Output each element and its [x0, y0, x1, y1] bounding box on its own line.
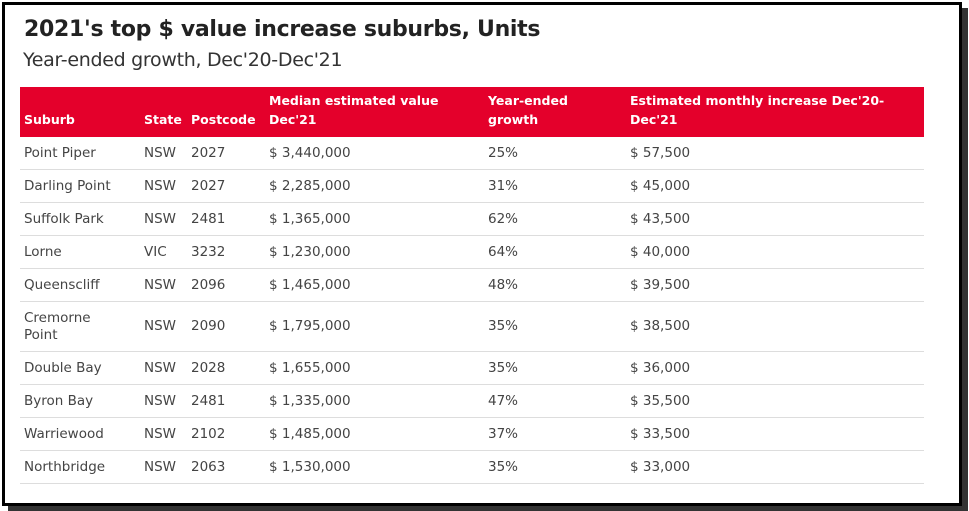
cell-state: NSW: [140, 202, 187, 236]
suburb-name: Darling Point: [24, 177, 111, 194]
cell-median-value: $ 1,465,000: [265, 268, 484, 302]
cell-growth: 31%: [484, 169, 626, 203]
suburb-name: Northbridge: [24, 458, 106, 475]
cell-state: NSW: [140, 351, 187, 385]
cell-growth: 25%: [484, 137, 626, 170]
table-header-row: Suburb State Postcode Median estimated valu…: [20, 87, 924, 137]
cell-monthly-increase: $ 45,000: [626, 169, 924, 203]
cell-monthly-increase: $ 39,500: [626, 268, 924, 302]
cell-postcode: 2027: [187, 169, 265, 203]
cell-suburb: Cremorne Point: [20, 301, 140, 352]
table-row: Warriewood NSW 2102 $ 1,485,000 37% $ 33,500: [20, 417, 924, 451]
cell-median-value: $ 2,285,000: [265, 169, 484, 203]
column-header-monthly-increase: Estimated monthly increase Dec'20-Dec'21: [626, 87, 924, 137]
table-row: Suffolk Park NSW 2481 $ 1,365,000 62% $ 43,50…: [20, 202, 924, 236]
cell-monthly-increase: $ 35,500: [626, 384, 924, 418]
cell-monthly-increase: $ 36,000: [626, 351, 924, 385]
column-header-median-value: Median estimated value Dec'21: [265, 87, 484, 137]
suburb-name: Point Piper: [24, 144, 96, 161]
cell-growth: 37%: [484, 417, 626, 451]
cell-growth: 48%: [484, 268, 626, 302]
suburb-name: Warriewood: [24, 425, 104, 442]
cell-postcode: 2481: [187, 384, 265, 418]
cell-median-value: $ 1,365,000: [265, 202, 484, 236]
cell-suburb: Suffolk Park: [20, 202, 140, 236]
page-subtitle: Year-ended growth, Dec'20-Dec'21: [23, 49, 343, 71]
cell-growth: 47%: [484, 384, 626, 418]
cell-state: NSW: [140, 417, 187, 451]
table-row: Lorne VIC 3232 $ 1,230,000 64% $ 40,000: [20, 235, 924, 269]
table-row: Point Piper NSW 2027 $ 3,440,000 25% $ 57,500: [20, 137, 924, 170]
cell-postcode: 2481: [187, 202, 265, 236]
table-row: Queenscliff NSW 2096 $ 1,465,000 48% $ 39,500: [20, 268, 924, 302]
suburb-name: Cremorne Point: [24, 309, 91, 343]
cell-suburb: Lorne: [20, 235, 140, 269]
cell-postcode: 2063: [187, 450, 265, 484]
cell-suburb: Warriewood: [20, 417, 140, 451]
page-title: 2021's top $ value increase suburbs, Uni…: [24, 17, 541, 42]
cell-state: NSW: [140, 384, 187, 418]
cell-median-value: $ 3,440,000: [265, 137, 484, 170]
cell-state: NSW: [140, 450, 187, 484]
suburb-name: Lorne: [24, 243, 62, 260]
cell-median-value: $ 1,485,000: [265, 417, 484, 451]
cell-state: NSW: [140, 137, 187, 170]
cell-state: NSW: [140, 169, 187, 203]
cell-suburb: Darling Point: [20, 169, 140, 203]
cell-postcode: 2090: [187, 301, 265, 352]
suburb-name: Byron Bay: [24, 392, 94, 409]
cell-median-value: $ 1,795,000: [265, 301, 484, 352]
suburb-name: Suffolk Park: [24, 210, 104, 227]
cell-state: NSW: [140, 268, 187, 302]
suburb-name: Queenscliff: [24, 276, 100, 293]
cell-growth: 35%: [484, 450, 626, 484]
cell-monthly-increase: $ 33,000: [626, 450, 924, 484]
cell-median-value: $ 1,655,000: [265, 351, 484, 385]
cell-median-value: $ 1,530,000: [265, 450, 484, 484]
cell-median-value: $ 1,230,000: [265, 235, 484, 269]
cell-suburb: Double Bay: [20, 351, 140, 385]
cell-growth: 62%: [484, 202, 626, 236]
suburbs-table: Suburb State Postcode Median estimated valu…: [20, 87, 924, 484]
cell-suburb: Byron Bay: [20, 384, 140, 418]
suburb-name: Double Bay: [24, 359, 102, 376]
column-header-suburb: Suburb: [20, 87, 140, 137]
cell-median-value: $ 1,335,000: [265, 384, 484, 418]
cell-growth: 64%: [484, 235, 626, 269]
cell-postcode: 2102: [187, 417, 265, 451]
cell-postcode: 2096: [187, 268, 265, 302]
table-row: Byron Bay NSW 2481 $ 1,335,000 47% $ 35,500: [20, 384, 924, 418]
figure-frame: 2021's top $ value increase suburbs, Uni…: [2, 2, 962, 506]
cell-state: VIC: [140, 235, 187, 269]
cell-monthly-increase: $ 43,500: [626, 202, 924, 236]
cell-suburb: Northbridge: [20, 450, 140, 484]
cell-growth: 35%: [484, 351, 626, 385]
cell-monthly-increase: $ 38,500: [626, 301, 924, 352]
column-header-growth: Year-ended growth: [484, 87, 626, 137]
table-row: Cremorne Point NSW 2090 $ 1,795,000 35% $ 38,…: [20, 301, 924, 352]
cell-postcode: 2028: [187, 351, 265, 385]
cell-monthly-increase: $ 40,000: [626, 235, 924, 269]
table-row: Double Bay NSW 2028 $ 1,655,000 35% $ 36,000: [20, 351, 924, 385]
column-header-state: State: [140, 87, 187, 137]
cell-state: NSW: [140, 301, 187, 352]
table-row: Darling Point NSW 2027 $ 2,285,000 31% $ 45,0…: [20, 169, 924, 203]
table-row: Northbridge NSW 2063 $ 1,530,000 35% $ 33,000: [20, 450, 924, 484]
cell-suburb: Point Piper: [20, 137, 140, 170]
column-header-postcode: Postcode: [187, 87, 265, 137]
cell-monthly-increase: $ 33,500: [626, 417, 924, 451]
cell-postcode: 2027: [187, 137, 265, 170]
cell-postcode: 3232: [187, 235, 265, 269]
cell-growth: 35%: [484, 301, 626, 352]
cell-monthly-increase: $ 57,500: [626, 137, 924, 170]
cell-suburb: Queenscliff: [20, 268, 140, 302]
